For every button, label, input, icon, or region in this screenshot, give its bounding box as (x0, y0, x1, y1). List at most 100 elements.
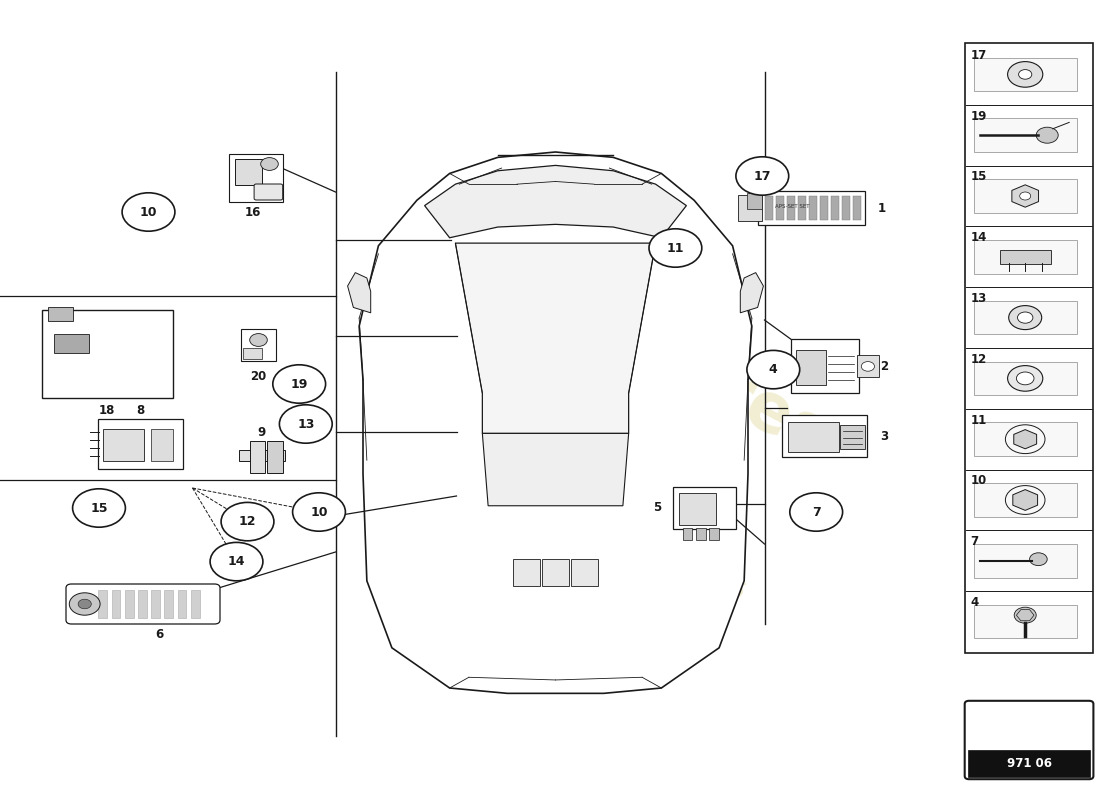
Text: 10: 10 (310, 506, 328, 518)
Text: 4: 4 (970, 596, 979, 609)
Circle shape (261, 158, 278, 170)
Text: 6: 6 (155, 628, 164, 641)
FancyBboxPatch shape (48, 307, 73, 321)
FancyBboxPatch shape (229, 154, 283, 202)
FancyBboxPatch shape (974, 58, 1077, 91)
Text: 4: 4 (769, 363, 778, 376)
Circle shape (250, 334, 267, 346)
Text: 12: 12 (239, 515, 256, 528)
FancyBboxPatch shape (974, 544, 1077, 578)
Polygon shape (359, 152, 752, 694)
Polygon shape (542, 559, 569, 586)
FancyBboxPatch shape (54, 334, 89, 353)
Polygon shape (1014, 430, 1036, 449)
Polygon shape (425, 166, 686, 238)
Text: 17: 17 (970, 49, 987, 62)
Text: 3: 3 (880, 430, 888, 442)
FancyBboxPatch shape (788, 196, 794, 219)
FancyBboxPatch shape (758, 191, 865, 225)
Polygon shape (1012, 185, 1038, 207)
Text: 15: 15 (970, 170, 987, 183)
FancyBboxPatch shape (103, 429, 144, 461)
FancyBboxPatch shape (832, 196, 839, 219)
FancyBboxPatch shape (151, 590, 161, 618)
FancyBboxPatch shape (974, 240, 1077, 274)
Text: 8: 8 (136, 404, 144, 417)
FancyBboxPatch shape (777, 196, 783, 219)
Text: 9: 9 (257, 426, 266, 438)
Text: 1: 1 (878, 202, 886, 214)
FancyBboxPatch shape (796, 350, 826, 385)
FancyBboxPatch shape (738, 195, 762, 221)
FancyBboxPatch shape (843, 196, 850, 219)
FancyBboxPatch shape (682, 528, 693, 541)
FancyBboxPatch shape (840, 425, 865, 449)
Polygon shape (348, 273, 371, 313)
FancyBboxPatch shape (254, 184, 283, 200)
FancyBboxPatch shape (164, 590, 173, 618)
Text: 11: 11 (970, 414, 987, 426)
FancyBboxPatch shape (791, 339, 859, 393)
FancyBboxPatch shape (42, 310, 173, 398)
FancyBboxPatch shape (974, 422, 1077, 456)
FancyBboxPatch shape (241, 329, 276, 361)
Text: 13: 13 (970, 292, 987, 305)
Circle shape (78, 599, 91, 609)
Text: 10: 10 (140, 206, 157, 218)
Circle shape (790, 493, 843, 531)
FancyBboxPatch shape (788, 422, 839, 452)
Text: 7: 7 (970, 535, 978, 548)
FancyBboxPatch shape (99, 590, 108, 618)
Text: 17: 17 (754, 170, 771, 182)
FancyBboxPatch shape (821, 196, 828, 219)
Polygon shape (1013, 490, 1037, 510)
Circle shape (649, 229, 702, 267)
FancyBboxPatch shape (673, 487, 736, 529)
FancyBboxPatch shape (974, 179, 1077, 213)
Text: 11: 11 (667, 242, 684, 254)
Text: a passion for parts since 1985: a passion for parts since 1985 (461, 438, 749, 602)
Text: 15: 15 (90, 502, 108, 514)
FancyBboxPatch shape (965, 43, 1093, 653)
FancyBboxPatch shape (810, 196, 816, 219)
Text: 20: 20 (251, 370, 266, 382)
FancyBboxPatch shape (854, 196, 861, 219)
Text: 5: 5 (653, 502, 661, 514)
Circle shape (1018, 312, 1033, 323)
FancyBboxPatch shape (710, 528, 719, 541)
Circle shape (73, 489, 125, 527)
Circle shape (279, 405, 332, 443)
FancyBboxPatch shape (974, 605, 1077, 638)
Text: 12: 12 (970, 353, 987, 366)
Circle shape (1014, 607, 1036, 623)
Circle shape (747, 350, 800, 389)
FancyBboxPatch shape (66, 584, 220, 624)
FancyBboxPatch shape (243, 348, 262, 359)
FancyBboxPatch shape (857, 355, 879, 377)
FancyBboxPatch shape (235, 159, 262, 185)
Circle shape (1019, 70, 1032, 79)
Text: eurospares: eurospares (437, 216, 839, 472)
Circle shape (221, 502, 274, 541)
Text: 971 06: 971 06 (1006, 757, 1052, 770)
Text: 13: 13 (297, 418, 315, 430)
FancyBboxPatch shape (974, 118, 1077, 152)
Circle shape (1008, 62, 1043, 87)
FancyBboxPatch shape (679, 493, 716, 525)
Circle shape (122, 193, 175, 231)
Polygon shape (571, 559, 598, 586)
FancyBboxPatch shape (250, 441, 265, 473)
Text: 7: 7 (812, 506, 821, 518)
Text: 18: 18 (99, 404, 116, 417)
FancyBboxPatch shape (974, 301, 1077, 334)
FancyBboxPatch shape (968, 750, 1090, 777)
Circle shape (293, 493, 345, 531)
FancyBboxPatch shape (151, 429, 173, 461)
Polygon shape (513, 559, 540, 586)
FancyBboxPatch shape (974, 483, 1077, 517)
FancyBboxPatch shape (782, 415, 867, 457)
FancyBboxPatch shape (747, 193, 762, 209)
FancyBboxPatch shape (965, 701, 1093, 779)
Circle shape (1036, 127, 1058, 143)
FancyBboxPatch shape (267, 441, 283, 473)
